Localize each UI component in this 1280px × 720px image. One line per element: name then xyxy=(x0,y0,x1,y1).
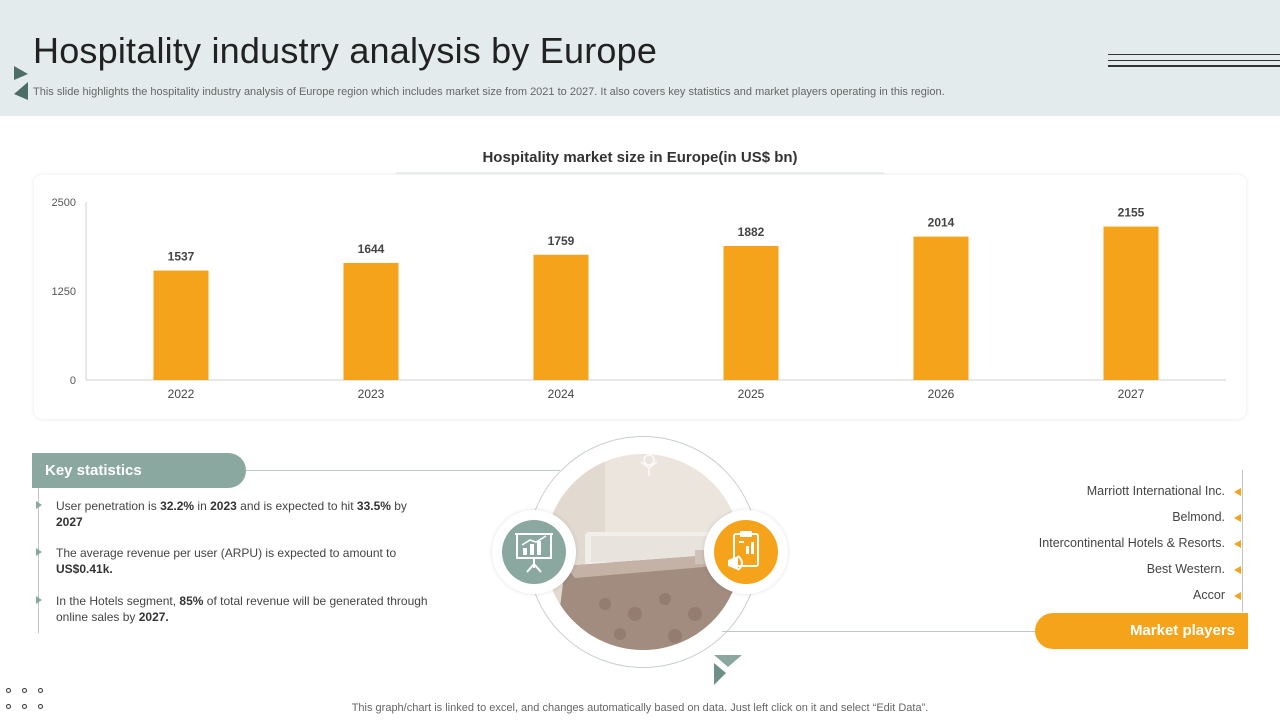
statistic-highlight: US$0.41k. xyxy=(56,562,113,576)
statistic-text: and is expected to hit xyxy=(236,499,357,513)
key-statistics-connector xyxy=(240,470,560,471)
chart-title: Hospitality market size in Europe(in US$… xyxy=(482,149,798,166)
bar-chart[interactable]: 2500 1250 0 1537 2022 1644 2023 1759 2024 1882 202… xyxy=(34,175,1246,419)
decor-dots xyxy=(6,688,48,716)
key-statistics-header: Key statistics xyxy=(32,453,246,488)
bar-value-label: 1644 xyxy=(358,242,385,256)
statistic-text: by xyxy=(390,499,407,513)
bar-2026 xyxy=(913,236,969,380)
bar-value-label: 1537 xyxy=(168,250,195,264)
bar-2027 xyxy=(1103,226,1159,380)
presentation-chart-icon xyxy=(515,533,553,573)
market-player-item: Belmond. xyxy=(1172,510,1225,524)
market-player-item: Marriott International Inc. xyxy=(1086,484,1225,498)
presentation-chart-icon-badge xyxy=(492,510,576,594)
statistic-text: of total revenue will be generated throu… xyxy=(56,594,428,624)
market-players-connector xyxy=(722,631,1042,632)
corner-arrow-mark xyxy=(14,66,28,100)
bar-2024 xyxy=(533,254,589,380)
x-tick-label: 2027 xyxy=(1118,387,1145,401)
market-players-rail xyxy=(1242,470,1243,612)
page-title: Hospitality industry analysis by Europe xyxy=(33,30,658,71)
chart-title-underline xyxy=(396,172,884,174)
y-tick-label: 1250 xyxy=(52,286,76,298)
key-statistics-rail xyxy=(38,488,39,633)
x-tick-label: 2025 xyxy=(738,387,765,401)
market-player-item: Intercontinental Hotels & Resorts. xyxy=(1038,536,1225,550)
key-statistic-item: User penetration is 32.2% in 2023 and is… xyxy=(36,498,436,530)
bar-2022 xyxy=(153,270,209,380)
report-megaphone-icon xyxy=(728,531,759,571)
market-player-arrow-icon xyxy=(1234,540,1241,548)
market-player-arrow-icon xyxy=(1234,566,1241,574)
header-band xyxy=(0,0,1280,116)
x-tick-label: 2023 xyxy=(358,387,385,401)
y-tick-label: 0 xyxy=(70,375,76,387)
bullet-arrow-icon xyxy=(36,501,42,509)
market-players-header: Market players xyxy=(1035,613,1248,649)
statistic-highlight: 85% xyxy=(179,594,204,608)
bar-value-label: 2014 xyxy=(928,216,955,230)
market-player-item: Accor xyxy=(1193,588,1225,602)
statistic-text: The average revenue per user (ARPU) is e… xyxy=(56,546,397,560)
market-player-item: Best Western. xyxy=(1146,562,1225,576)
bottom-arrow-mark xyxy=(714,655,742,685)
statistic-highlight: 2023 xyxy=(210,499,237,513)
header-decor-lines xyxy=(1108,54,1280,70)
key-statistic-item: In the Hotels segment, 85% of total reve… xyxy=(36,593,436,625)
page-subtitle: This slide highlights the hospitality in… xyxy=(33,86,945,98)
bar-value-label: 1882 xyxy=(738,225,765,239)
market-player-arrow-icon xyxy=(1234,592,1241,600)
footer-note: This graph/chart is linked to excel, and… xyxy=(351,702,929,714)
bar-2023 xyxy=(343,262,399,380)
market-player-arrow-icon xyxy=(1234,514,1241,522)
bullet-arrow-icon xyxy=(36,596,42,604)
market-player-arrow-icon xyxy=(1234,488,1241,496)
statistic-text: User penetration is xyxy=(56,499,161,513)
report-megaphone-icon-badge xyxy=(704,510,788,594)
bullet-arrow-icon xyxy=(36,548,42,556)
x-tick-label: 2024 xyxy=(548,387,575,401)
statistic-highlight: 2027 xyxy=(56,515,83,529)
y-tick-label: 2500 xyxy=(52,197,76,209)
statistic-highlight: 33.5% xyxy=(356,499,391,513)
x-tick-label: 2022 xyxy=(168,387,195,401)
bar-value-label: 1759 xyxy=(548,234,575,248)
key-statistic-item: The average revenue per user (ARPU) is e… xyxy=(36,545,436,577)
statistic-highlight: 32.2% xyxy=(160,499,195,513)
bar-value-label: 2155 xyxy=(1118,206,1145,220)
bar-2025 xyxy=(723,246,779,380)
statistic-text: in xyxy=(194,499,211,513)
statistic-highlight: 2027. xyxy=(138,610,169,624)
x-tick-label: 2026 xyxy=(928,387,955,401)
statistic-text: In the Hotels segment, xyxy=(56,594,180,608)
bar-chart-svg: 2500 1250 0 1537 2022 1644 2023 1759 2024 1882 202… xyxy=(52,197,1226,401)
